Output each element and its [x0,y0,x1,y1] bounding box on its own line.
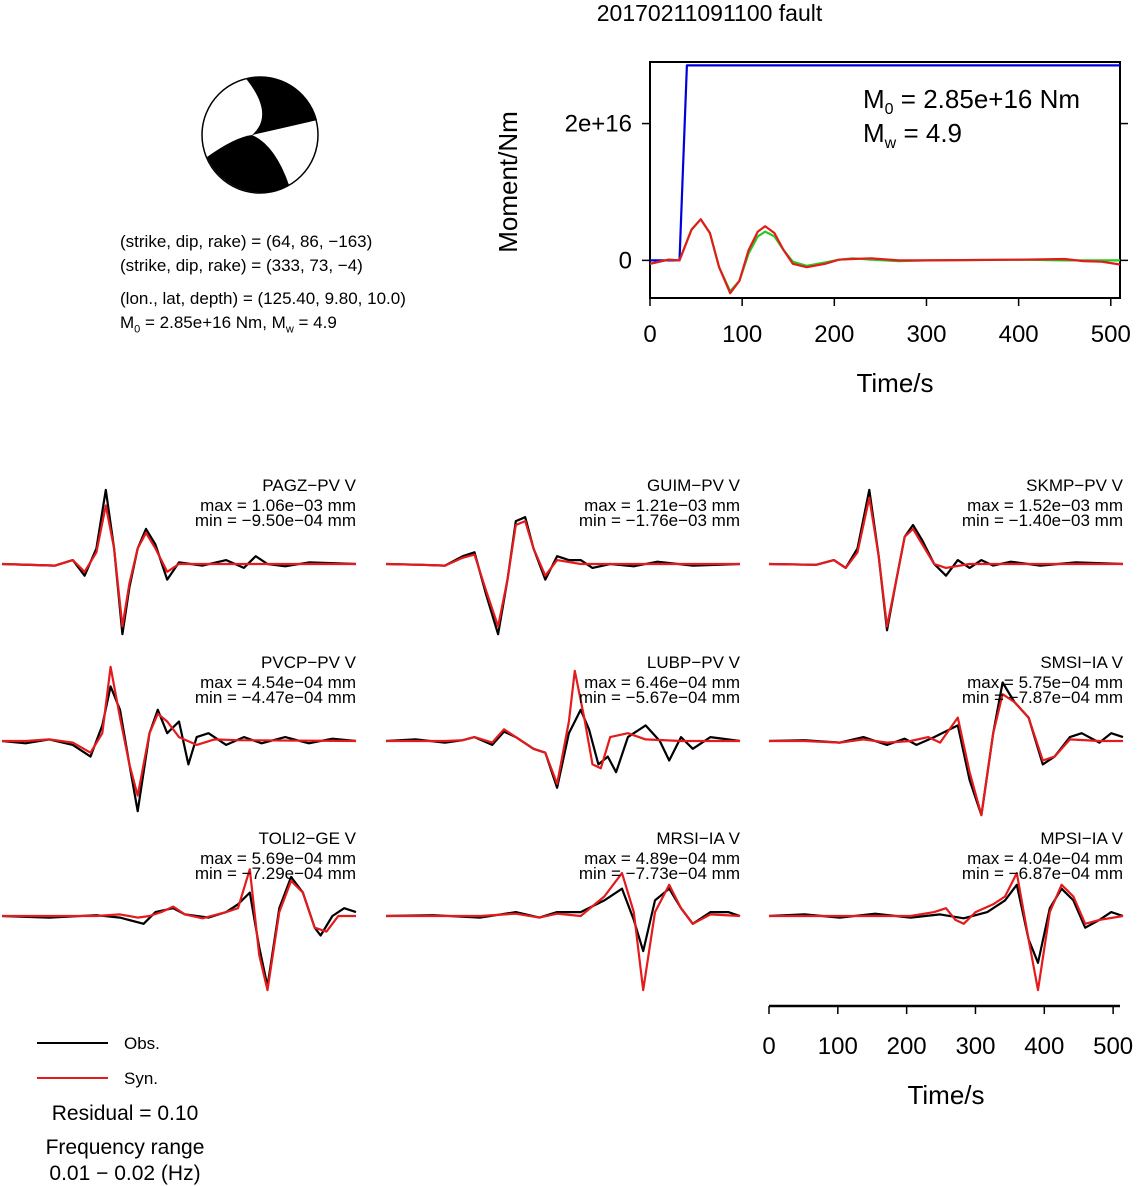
min-amplitude: min = −7.87e−04 mm [961,688,1123,707]
legend-obs-label: Obs. [124,1034,160,1053]
waveform-xtick-label: 0 [762,1033,775,1060]
obs-trace [768,883,1124,964]
station-name: PAGZ−PV V [262,476,356,495]
max-amplitude: max = 5.75e−04 mm [967,673,1123,692]
syn-trace [385,519,740,628]
syn-trace [768,496,1123,628]
max-amplitude: max = 6.46e−04 mm [584,673,740,692]
syn-trace [386,872,741,992]
moment-xtick-label: 300 [906,321,946,348]
nodal-plane-1: (strike, dip, rake) = (64, 86, −163) [120,232,373,251]
station-name: MPSI−IA V [1040,829,1123,848]
moment-xtick-label: 0 [643,321,656,348]
min-amplitude: min = −9.50e−04 mm [194,511,356,530]
moment-xtick-label: 200 [814,321,854,348]
min-amplitude: min = −5.67e−04 mm [578,688,740,707]
max-amplitude: max = 4.04e−04 mm [967,849,1123,868]
max-amplitude: max = 4.54e−04 mm [200,673,356,692]
waveform-grid: 0 100 200 300 400 500 Time/s [1,488,1133,1110]
moment-xtick-label: 100 [722,321,762,348]
moment-ytick-label: 2e+16 [565,111,632,138]
moment-ytick-label: 0 [619,247,632,274]
legend-lines [37,1042,108,1079]
moment-xtick-label: 400 [999,321,1039,348]
waveform-xtick-label: 400 [1024,1033,1064,1060]
event-location: (lon., lat, depth) = (125.40, 9.80, 10.0… [120,289,406,308]
station-name: GUIM−PV V [646,476,740,495]
moment-ylabel: Moment/Nm [493,111,523,253]
syn-trace [769,693,1123,817]
waveform-xtick-label: 300 [955,1033,995,1060]
beachball-diagram [201,76,319,194]
max-amplitude: max = 5.69e−04 mm [200,849,356,868]
obs-trace [385,887,741,953]
moment-xlabel: Time/s [856,368,933,398]
station-name: TOLI2−GE V [258,829,356,848]
moment-m0-label: M0 = 2.85e+16 Nm [863,84,1081,119]
station-name: LUBP−PV V [646,653,740,672]
syn-trace [2,665,357,797]
moment-plot: 0 100 200 300 400 500 0 2e+16 Time/s Moment/Nm [493,61,1131,398]
max-amplitude: max = 1.52e−03 mm [967,496,1123,515]
nodal-plane-2: (strike, dip, rake) = (333, 73, −4) [120,256,363,275]
moment-mw-label: Mw = 4.9 [863,118,963,153]
min-amplitude: min = −1.40e−03 mm [961,511,1123,530]
min-amplitude: min = −4.47e−04 mm [194,688,356,707]
min-amplitude: min = −7.73e−04 mm [578,864,740,883]
max-amplitude: max = 1.21e−03 mm [584,496,740,515]
max-amplitude: max = 4.89e−04 mm [584,849,740,868]
moment-plot-frame [649,61,1121,299]
moment-series-1 [649,218,1120,293]
obs-trace [385,516,741,636]
waveform-xtick-label: 200 [887,1033,927,1060]
moment-summary: M0 = 2.85e+16 Nm, Mw = 4.9 [120,313,337,336]
waveform-xtick-label: 100 [818,1033,858,1060]
station-name: MRSI−IA V [656,829,740,848]
obs-trace [1,685,357,813]
residual-label: Residual = 0.10 [51,1102,199,1125]
min-amplitude: min = −7.29e−04 mm [194,864,356,883]
station-name: SMSI−IA V [1040,653,1123,672]
min-amplitude: min = −6.87e−04 mm [961,864,1123,883]
syn-trace [386,669,740,785]
station-name: SKMP−PV V [1026,476,1123,495]
legend-syn-label: Syn. [124,1069,159,1088]
moment-series-2 [649,218,1121,295]
moment-xtick-label: 500 [1091,321,1131,348]
waveform-xtick-label: 500 [1093,1033,1133,1060]
figure-title: 20170211091100 fault [596,0,823,26]
syn-trace [2,868,356,992]
syn-trace [769,872,1124,992]
min-amplitude: min = −1.76e−03 mm [578,511,740,530]
waveform-xlabel: Time/s [907,1080,984,1110]
frequency-range: 0.01 − 0.02 (Hz) [49,1162,201,1185]
syn-trace [1,504,356,628]
station-name: PVCP−PV V [261,653,356,672]
max-amplitude: max = 1.06e−03 mm [200,496,356,515]
obs-trace [1,875,357,988]
frequency-title: Frequency range [45,1136,205,1159]
